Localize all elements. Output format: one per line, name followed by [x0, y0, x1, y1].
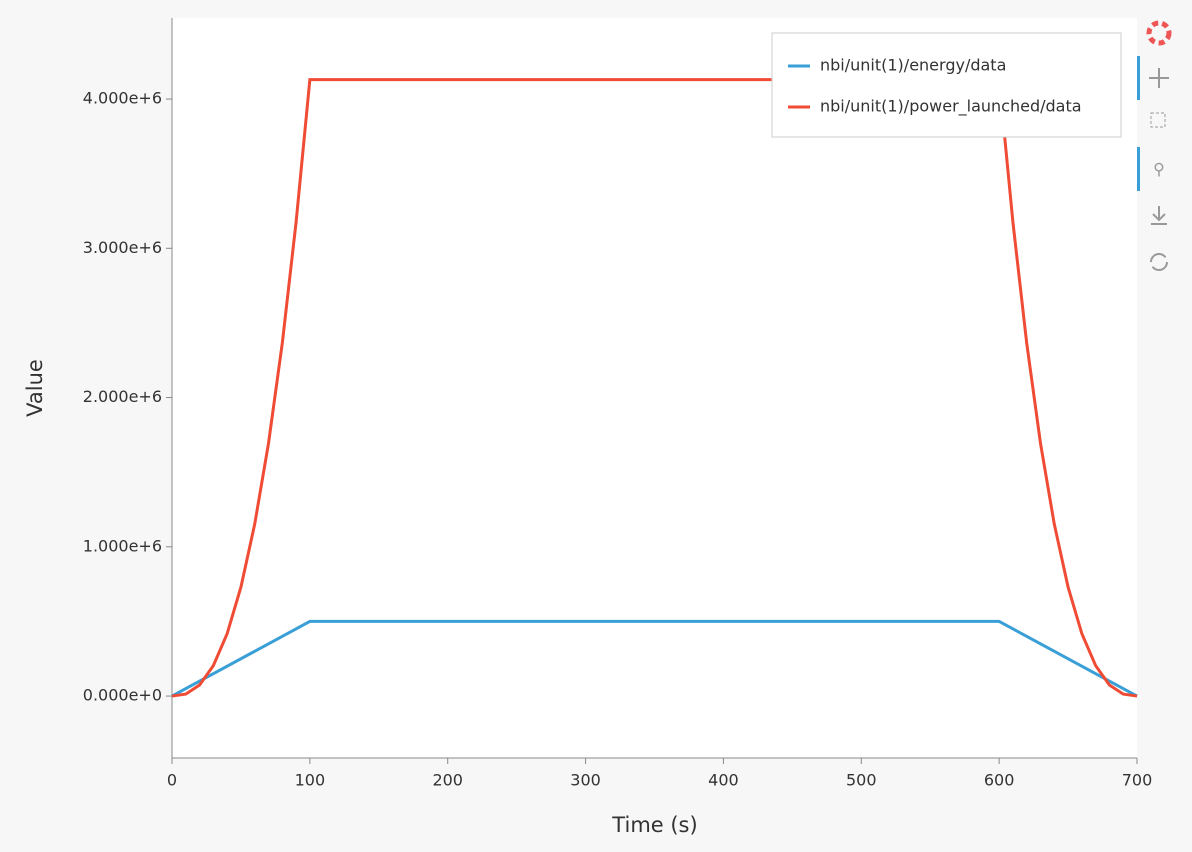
tool-active [1137, 56, 1140, 100]
x-tick-label: 500 [846, 771, 877, 790]
legend-label: nbi/unit(1)/power_launched/data [820, 97, 1082, 117]
y-tick-label: 1.000e+6 [83, 536, 162, 555]
reset-tool[interactable] [1150, 253, 1168, 271]
box-zoom-tool[interactable] [1150, 112, 1166, 128]
x-tick-label: 200 [432, 771, 463, 790]
legend-label: nbi/unit(1)/energy/data [820, 56, 1006, 75]
tool-active [1137, 147, 1140, 191]
line [171, 78, 1138, 698]
x-axis-title: Time (s) [611, 813, 697, 837]
legend: nbi/unit(1)/energy/data nbi/unit(1)/power… [771, 32, 1122, 138]
y-tick-label: 3.000e+6 [83, 238, 162, 257]
x-tick-label: 700 [1122, 771, 1153, 790]
legend-box [771, 32, 1122, 138]
x-tick-label: 0 [167, 771, 177, 790]
pan-tool[interactable] [1149, 68, 1169, 88]
plot-area [172, 18, 1137, 758]
y-tick-label: 4.000e+6 [83, 89, 162, 108]
y-axis-title: Value [23, 359, 47, 417]
hover-tool[interactable]: ⚲ [1153, 160, 1165, 179]
save-tool[interactable] [1151, 206, 1167, 225]
x-tick-label: 600 [984, 771, 1015, 790]
toolbar: ⚲ [1137, 20, 1172, 271]
line [171, 619, 1138, 698]
x-tick-label: 100 [295, 771, 326, 790]
x-tick-label: 400 [708, 771, 739, 790]
y-tick-label: 2.000e+6 [83, 387, 162, 406]
logo[interactable] [1146, 20, 1172, 46]
y-tick-label: 0.000e+0 [83, 686, 162, 705]
x-tick-label: 300 [570, 771, 601, 790]
